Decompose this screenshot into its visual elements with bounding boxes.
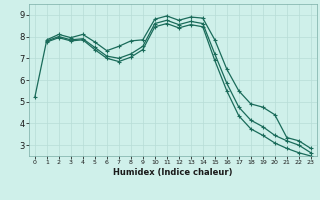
X-axis label: Humidex (Indice chaleur): Humidex (Indice chaleur) [113, 168, 233, 177]
